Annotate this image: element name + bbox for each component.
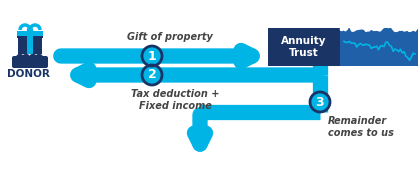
FancyBboxPatch shape	[17, 32, 43, 38]
FancyBboxPatch shape	[17, 31, 43, 36]
Text: Remainder
comes to us: Remainder comes to us	[328, 116, 394, 138]
Circle shape	[28, 27, 33, 33]
FancyBboxPatch shape	[12, 56, 48, 68]
Circle shape	[36, 54, 43, 61]
Text: Gift of property: Gift of property	[127, 32, 213, 42]
Circle shape	[23, 54, 30, 61]
Text: Tax deduction +
Fixed income: Tax deduction + Fixed income	[131, 89, 219, 111]
Circle shape	[16, 54, 23, 61]
Text: 2: 2	[148, 69, 156, 81]
Circle shape	[142, 46, 162, 66]
Text: DONOR: DONOR	[7, 69, 49, 79]
Text: Annuity
Trust: Annuity Trust	[281, 36, 327, 58]
Circle shape	[310, 92, 330, 112]
Text: 3: 3	[316, 96, 324, 109]
Circle shape	[142, 65, 162, 85]
FancyBboxPatch shape	[27, 31, 33, 54]
Circle shape	[30, 54, 36, 61]
Text: 1: 1	[148, 49, 156, 62]
FancyBboxPatch shape	[268, 28, 340, 66]
FancyBboxPatch shape	[18, 37, 42, 54]
FancyBboxPatch shape	[340, 28, 418, 66]
